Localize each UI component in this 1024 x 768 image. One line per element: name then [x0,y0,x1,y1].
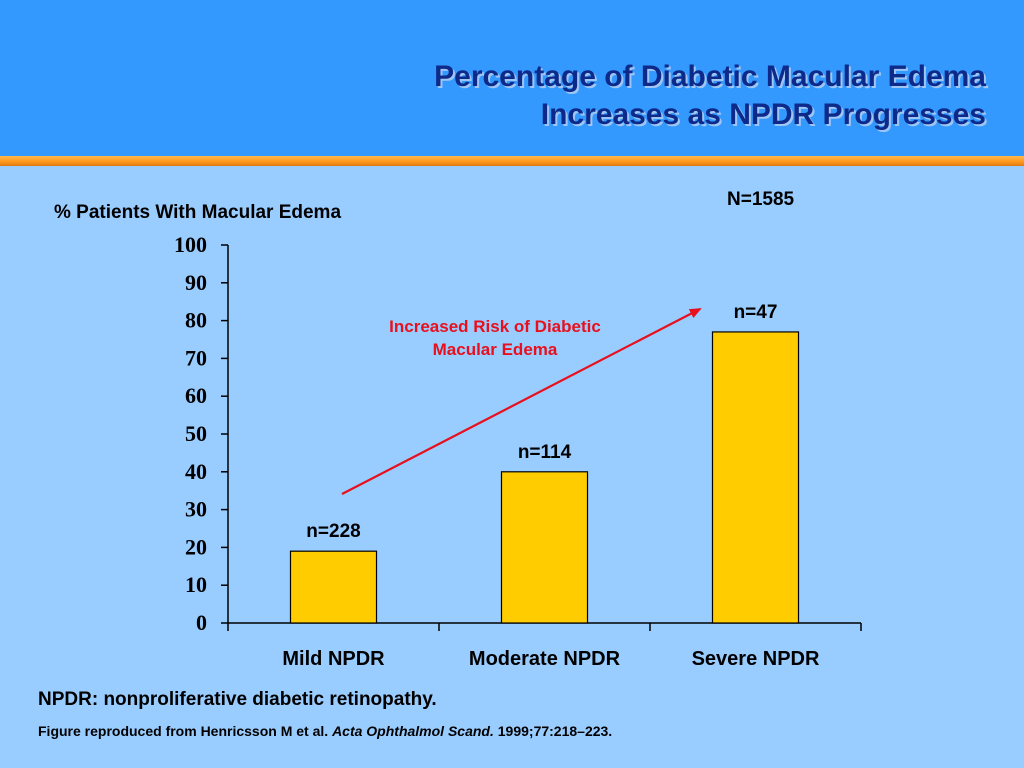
title-line-1: Percentage of Diabetic Macular Edema [434,60,986,93]
total-sample-size: N=1585 [727,189,795,210]
title-line-2: Increases as NPDR Progresses [540,98,986,131]
bar-label-2: n=47 [734,302,778,323]
y-tick-label-70: 70 [185,345,207,370]
x-category-label-0: Mild NPDR [282,648,385,670]
citation-journal: Acta Ophthalmol Scand. [332,723,494,739]
bar-label-1: n=114 [518,442,572,463]
x-category-label-1: Moderate NPDR [469,648,621,670]
citation: Figure reproduced from Henricsson M et a… [38,723,612,739]
y-tick-label-90: 90 [185,270,207,295]
bar-2 [711,331,800,624]
bar-1 [500,471,589,624]
header-accent-stripe [0,156,1024,166]
citation-prefix: Figure reproduced from Henricsson M et a… [38,723,329,739]
y-tick-label-10: 10 [185,572,207,597]
y-tick-label-50: 50 [185,421,207,446]
citation-suffix: 1999;77:218–223. [497,723,613,739]
y-tick-label-80: 80 [185,308,207,333]
annotation-line-2: Macular Edema [433,340,558,359]
bar-label-0: n=228 [306,521,360,542]
y-tick-label-20: 20 [185,534,207,559]
footnote: NPDR: nonproliferative diabetic retinopa… [38,689,437,710]
y-tick-label-60: 60 [185,383,207,408]
x-category-label-2: Severe NPDR [692,648,820,670]
y-tick-label-40: 40 [185,459,207,484]
annotation-line-1: Increased Risk of Diabetic [389,317,601,336]
y-axis-label: % Patients With Macular Edema [54,202,342,223]
trend-arrow [341,308,702,495]
y-tick-label-30: 30 [185,497,207,522]
slide-title: Percentage of Diabetic Macular Edema Inc… [86,58,986,134]
bar-0 [289,550,378,624]
y-tick-label-0: 0 [196,610,207,635]
y-tick-label-100: 100 [174,232,207,257]
